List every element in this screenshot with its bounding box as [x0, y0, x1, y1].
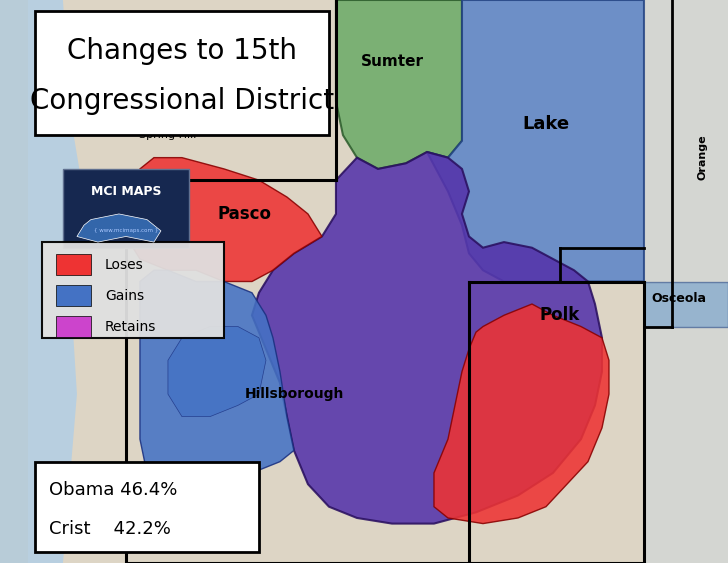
Bar — [644, 0, 728, 563]
Bar — [56, 285, 91, 306]
Text: Gains: Gains — [105, 289, 144, 302]
Text: MCI MAPS: MCI MAPS — [91, 185, 161, 198]
Text: Osceola: Osceola — [651, 292, 706, 305]
Text: { www.mcimaps.com }: { www.mcimaps.com } — [94, 229, 158, 233]
Polygon shape — [434, 304, 609, 524]
FancyBboxPatch shape — [63, 169, 189, 248]
Polygon shape — [140, 270, 294, 540]
Polygon shape — [168, 327, 266, 417]
Text: Spring Hill: Spring Hill — [139, 130, 197, 140]
FancyBboxPatch shape — [35, 11, 329, 135]
Polygon shape — [427, 0, 644, 282]
Text: Polk: Polk — [540, 306, 580, 324]
Text: Congressional District: Congressional District — [30, 87, 334, 115]
Text: Lake: Lake — [523, 115, 569, 133]
Text: Obama 46.4%: Obama 46.4% — [49, 481, 178, 499]
Text: Sumter: Sumter — [360, 55, 424, 69]
Polygon shape — [252, 152, 602, 524]
Polygon shape — [126, 158, 322, 282]
FancyBboxPatch shape — [35, 462, 259, 552]
FancyBboxPatch shape — [42, 242, 224, 338]
Bar — [56, 254, 91, 275]
Bar — [56, 316, 91, 337]
Text: Changes to 15th: Changes to 15th — [67, 37, 297, 65]
Text: Crist    42.2%: Crist 42.2% — [49, 520, 171, 538]
Text: Orange: Orange — [697, 135, 707, 181]
Polygon shape — [644, 282, 728, 327]
Polygon shape — [77, 214, 161, 242]
Text: Retains: Retains — [105, 320, 157, 333]
Text: Loses: Loses — [105, 258, 143, 271]
Polygon shape — [336, 0, 462, 169]
Text: Hillsborough: Hillsborough — [245, 387, 344, 401]
Text: Pasco: Pasco — [218, 205, 272, 223]
Polygon shape — [28, 0, 84, 563]
